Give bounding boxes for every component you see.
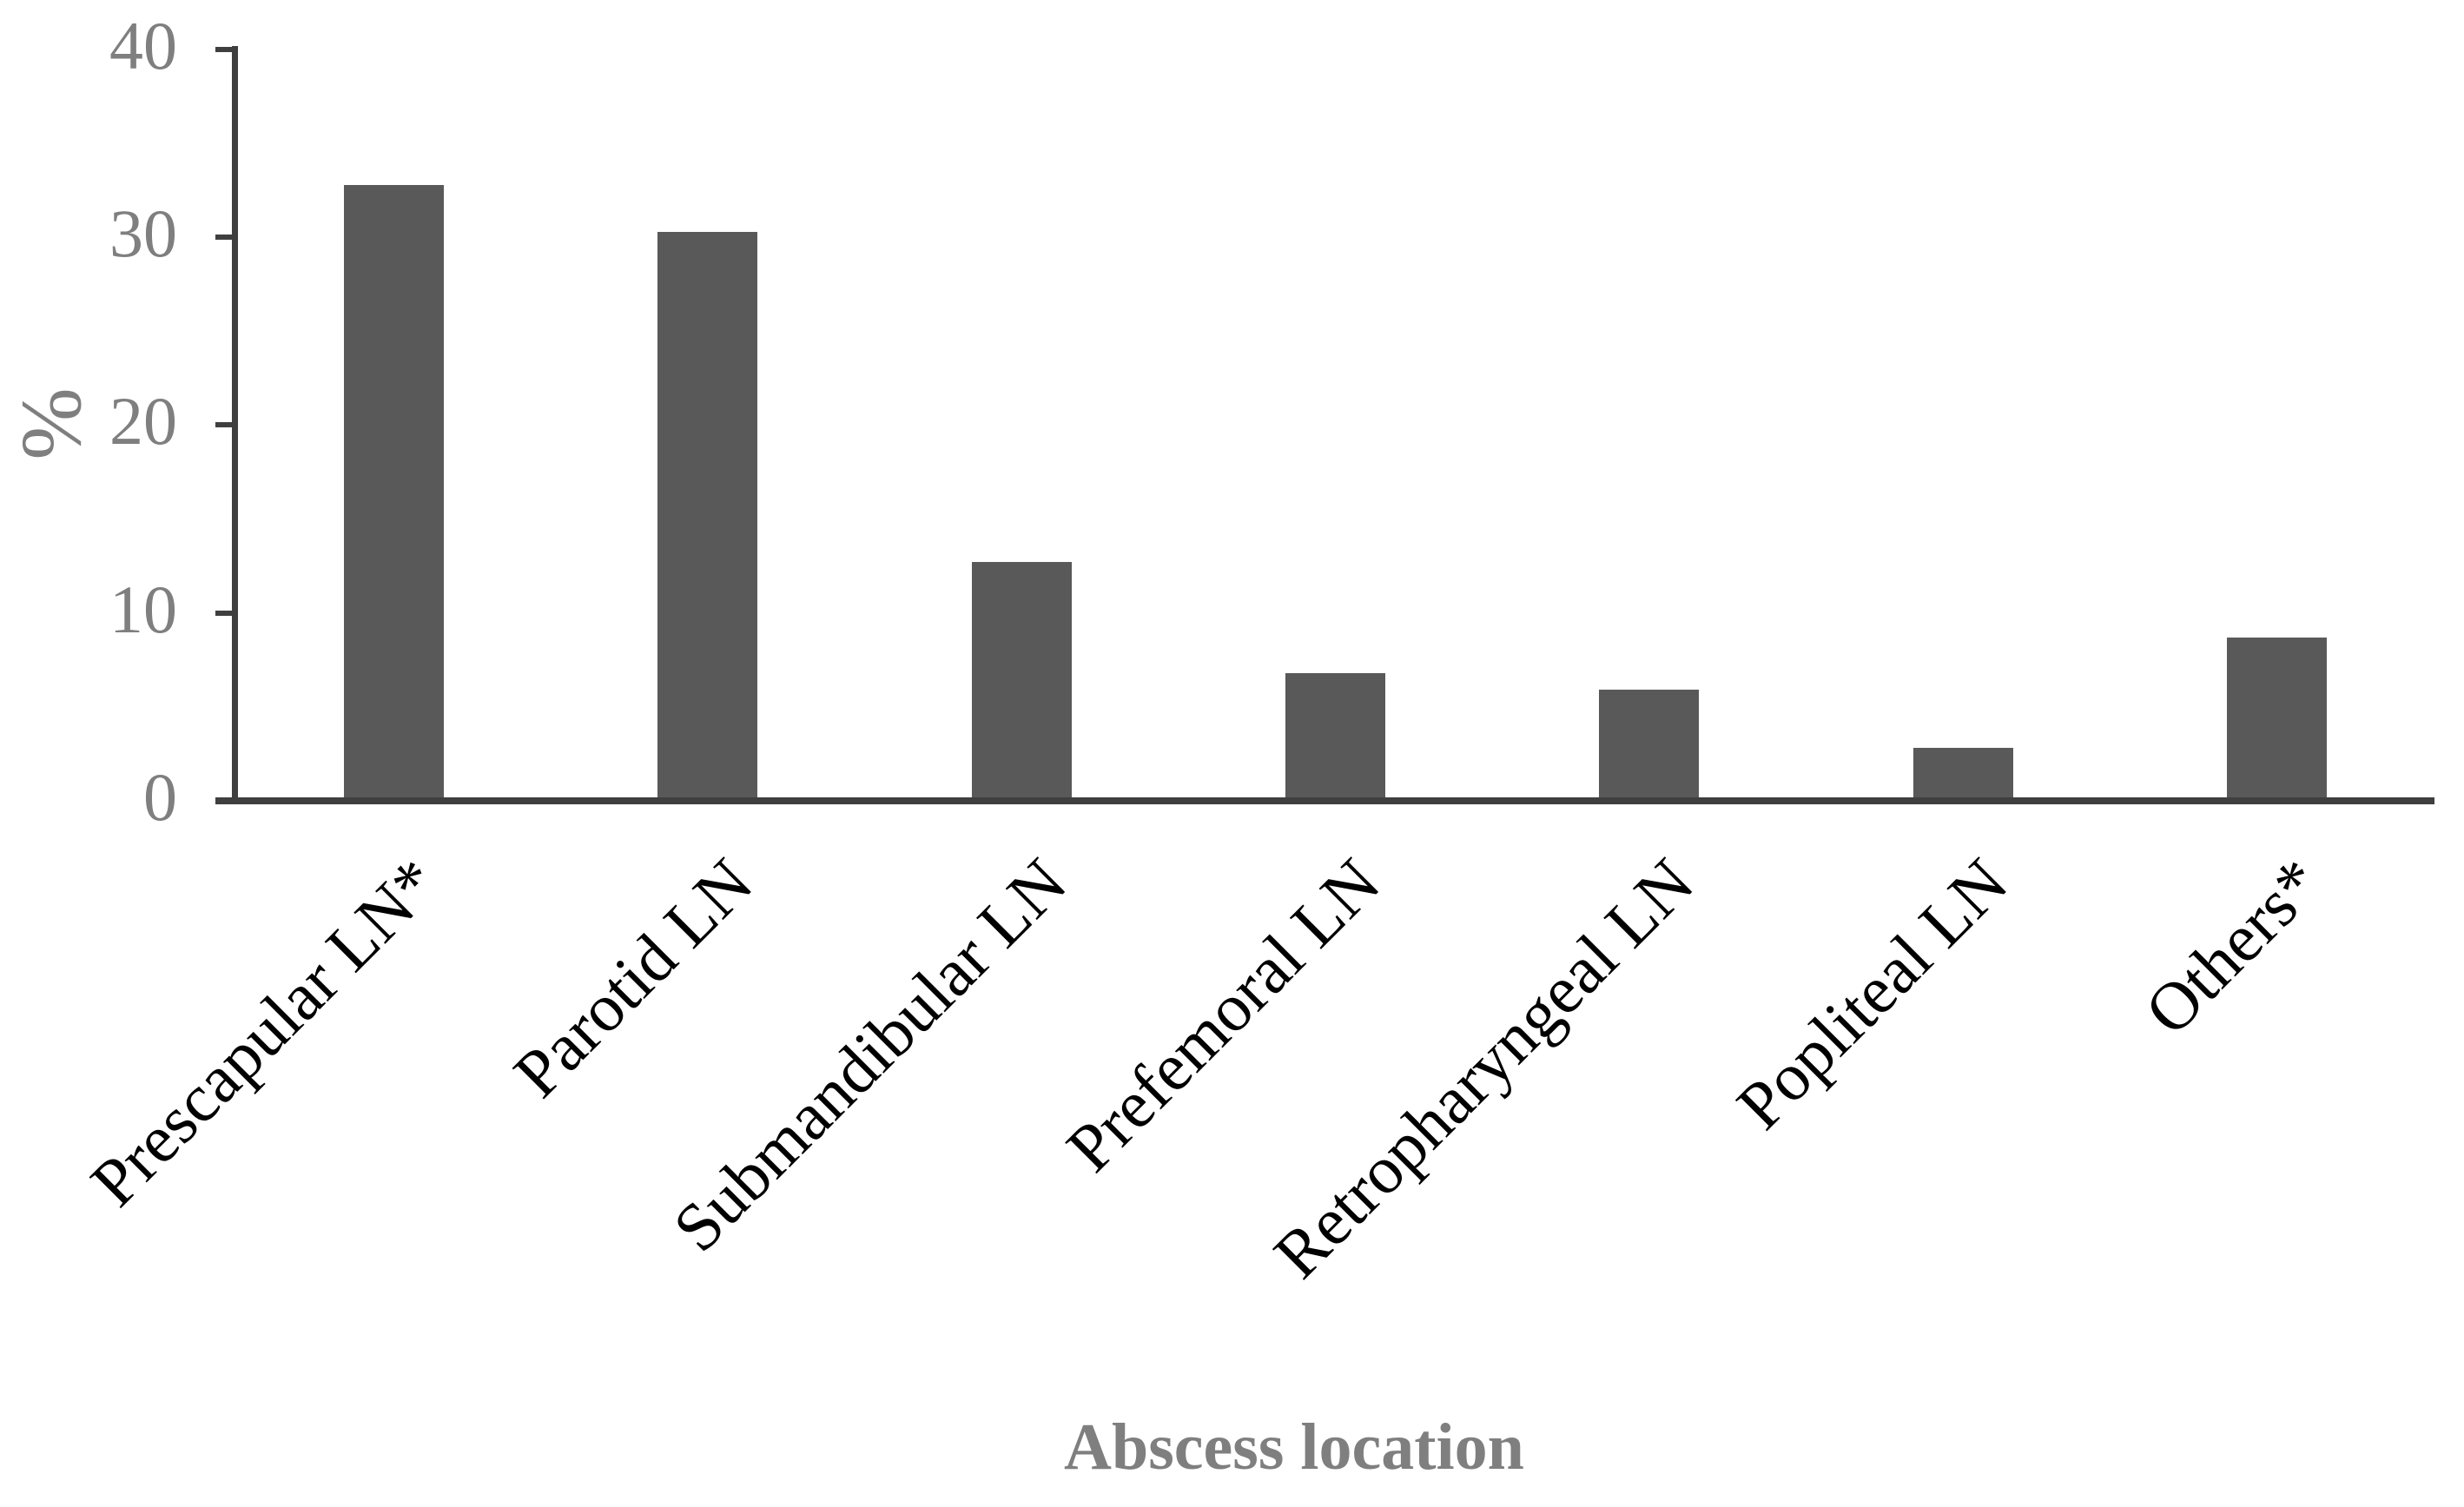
y-axis-tick-40 [215, 46, 235, 52]
y-axis-tick-label-40: 40 [109, 7, 177, 83]
x-category-label-popliteal-ln: Popliteal LN [1722, 843, 2022, 1144]
bar-prescapular-ln [344, 184, 444, 797]
bar-parotid-ln [657, 231, 758, 797]
y-axis-tick-label-30: 30 [109, 195, 177, 272]
x-category-label-others: Others* [2130, 843, 2336, 1049]
x-category-label-prefemoral-ln: Prefemoral LN [1052, 843, 1395, 1186]
bar-others [2226, 637, 2327, 797]
y-axis-tick-label-10: 10 [109, 571, 177, 647]
y-axis-tick-label-0: 0 [143, 759, 177, 835]
x-axis-title: Abscess location [1064, 1411, 1524, 1484]
x-category-label-prescapular-ln: Prescapular LN* [76, 843, 453, 1221]
bar-popliteal-ln [1912, 748, 2013, 797]
bar-prefemoral-ln [1285, 672, 1385, 797]
x-category-label-parotid-ln: Parotid LN [499, 843, 767, 1112]
y-axis-tick-label-20: 20 [109, 383, 177, 459]
bar-submandibular-ln [971, 562, 1072, 797]
bar-retropharyngeal-ln [1599, 690, 1700, 797]
y-axis-tick-10 [215, 610, 235, 616]
y-axis-line [232, 46, 238, 804]
y-axis-tick-30 [215, 235, 235, 241]
x-axis-line [215, 797, 2434, 804]
y-axis-tick-20 [215, 422, 235, 428]
